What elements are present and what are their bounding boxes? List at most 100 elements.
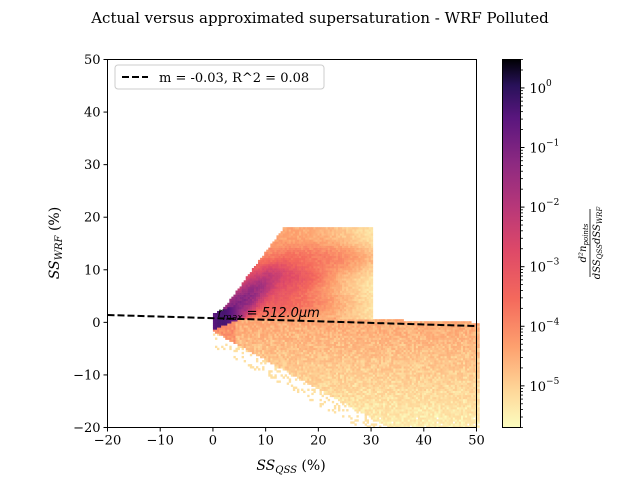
density-cell — [358, 257, 361, 261]
density-cell — [272, 263, 275, 267]
density-cell — [284, 274, 288, 277]
density-cell — [241, 339, 244, 342]
density-cell — [346, 345, 349, 349]
density-cell — [305, 347, 308, 351]
density-cell — [272, 333, 275, 336]
density-cell — [313, 390, 316, 394]
density-cell — [327, 333, 331, 336]
density-cell — [305, 317, 308, 320]
density-cell — [319, 247, 322, 250]
density-cell — [366, 298, 370, 302]
density-cell — [346, 247, 349, 250]
density-cell — [278, 233, 281, 236]
density-cell — [340, 237, 343, 240]
density-cell — [325, 245, 329, 248]
density-cell — [245, 317, 249, 320]
density-cell — [290, 253, 294, 257]
density-cell — [327, 263, 331, 267]
density-cell — [214, 315, 218, 318]
density-cell — [294, 300, 298, 304]
density-cell — [282, 270, 285, 273]
density-cell — [284, 321, 288, 324]
density-cell — [321, 351, 324, 355]
density-cell — [264, 310, 267, 314]
density-cell — [296, 282, 300, 285]
density-cell — [299, 364, 302, 367]
density-cell — [258, 339, 261, 342]
density-cell — [348, 237, 351, 240]
density-cell — [340, 343, 343, 347]
density-cell — [233, 313, 236, 316]
density-cell — [362, 327, 365, 330]
density-cell — [260, 259, 263, 263]
density-cell — [370, 364, 374, 367]
density-cell — [253, 317, 257, 320]
density-cell — [264, 362, 267, 365]
density-cell — [270, 251, 273, 255]
density-cell — [262, 282, 265, 285]
density-cell — [311, 362, 314, 365]
density-cell — [276, 237, 279, 240]
density-cell — [364, 345, 367, 349]
density-cell — [350, 308, 353, 312]
density-cell — [362, 249, 365, 252]
density-cell — [217, 319, 220, 322]
density-cell — [327, 257, 331, 261]
density-cell — [280, 259, 283, 263]
density-cell — [337, 384, 341, 387]
density-cell — [299, 343, 302, 347]
density-cell — [299, 353, 302, 357]
density-cell — [288, 245, 292, 248]
density-cell — [356, 306, 359, 310]
density-cell — [368, 384, 372, 387]
density-cell — [366, 300, 370, 304]
density-cell — [292, 231, 296, 234]
density-cell — [282, 325, 285, 328]
density-cell — [329, 315, 333, 318]
density-cell — [350, 231, 353, 234]
density-cell — [356, 407, 359, 410]
density-cell — [350, 355, 353, 359]
density-cell — [264, 321, 267, 324]
density-cell — [321, 306, 324, 310]
density-cell — [249, 364, 253, 367]
density-cell — [342, 308, 345, 312]
density-cell — [288, 261, 292, 265]
density-cell — [313, 351, 316, 355]
density-cell — [305, 290, 308, 293]
density-cell — [329, 362, 333, 365]
density-cell — [329, 392, 333, 396]
density-cell — [294, 339, 298, 342]
density-cell — [239, 298, 242, 302]
density-cell — [315, 276, 318, 279]
density-cell — [360, 407, 363, 410]
density-cell — [268, 302, 271, 306]
density-cell — [368, 268, 372, 271]
density-cell — [368, 286, 372, 289]
density-cell — [272, 362, 275, 365]
density-cell — [329, 308, 333, 312]
density-cell — [223, 306, 226, 310]
density-cell — [356, 419, 359, 422]
density-cell — [255, 292, 259, 295]
density-cell — [253, 347, 257, 351]
density-cell — [354, 353, 357, 357]
density-cell — [264, 357, 267, 361]
density-cell — [294, 351, 298, 355]
density-cell — [315, 270, 318, 273]
density-cell — [335, 261, 339, 265]
density-cell — [313, 235, 316, 238]
density-cell — [340, 366, 343, 369]
density-cell — [342, 382, 345, 385]
density-cell — [356, 327, 359, 330]
density-cell — [294, 343, 298, 347]
density-cell — [368, 290, 372, 293]
density-cell — [249, 349, 253, 353]
density-cell — [354, 282, 357, 285]
density-cell — [348, 270, 351, 273]
density-cell — [307, 380, 310, 383]
density-cell — [299, 337, 302, 340]
density-cell — [354, 308, 357, 312]
density-cell — [255, 357, 259, 361]
density-cell — [348, 292, 351, 295]
